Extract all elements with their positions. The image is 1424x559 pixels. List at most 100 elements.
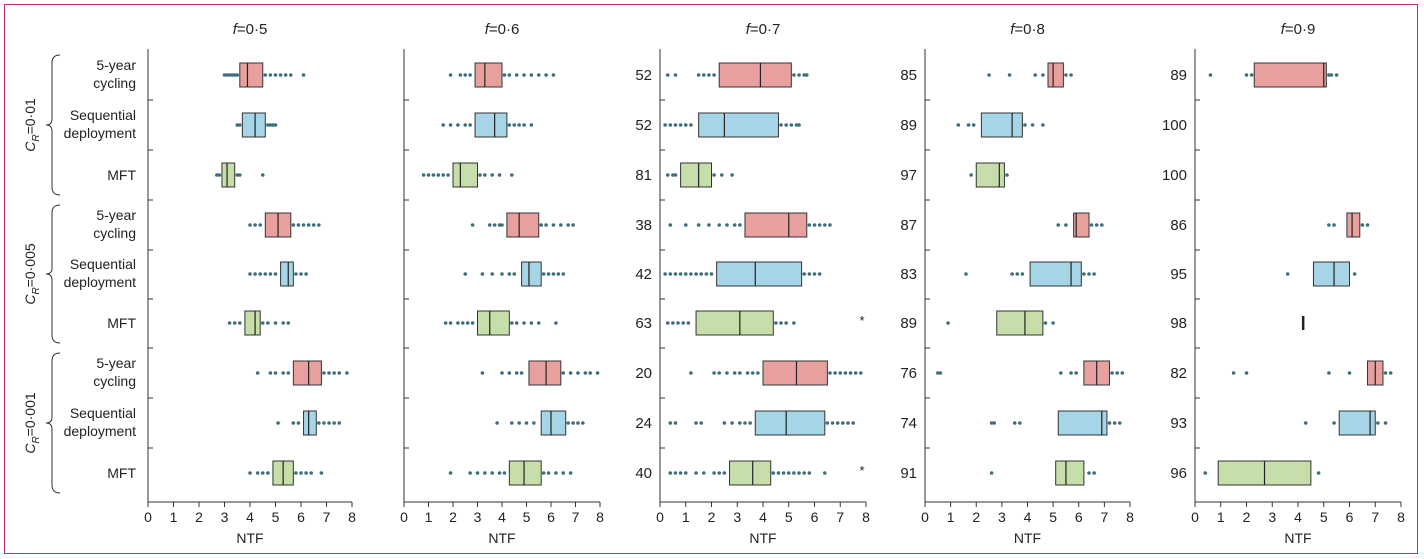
outlier-point: [712, 371, 716, 375]
row-count-label: 89: [900, 315, 917, 332]
outlier-point: [253, 223, 257, 227]
outlier-point: [522, 321, 526, 325]
outlier-point: [779, 123, 783, 127]
box: [1047, 62, 1064, 88]
outlier-point: [738, 371, 742, 375]
outlier-point: [668, 123, 673, 127]
row-count-label: 38: [635, 217, 652, 234]
outlier-point: [532, 421, 536, 425]
x-tick-label: 2: [708, 509, 716, 525]
outlier-point: [673, 173, 678, 177]
box: [452, 162, 478, 188]
outlier-point: [1249, 73, 1254, 77]
row-count-label: 89: [1170, 67, 1187, 84]
outlier-point: [222, 73, 227, 77]
outlier-point: [463, 73, 468, 77]
x-tick-label: 4: [246, 509, 254, 525]
outlier-point: [851, 421, 855, 425]
outlier-point: [725, 223, 729, 227]
outlier-point: [235, 123, 240, 127]
outlier-point: [1112, 421, 1117, 425]
outlier-point: [665, 321, 670, 325]
box: [1057, 410, 1108, 436]
outlier-point: [568, 371, 573, 375]
x-tick-label: 1: [682, 509, 690, 525]
outlier-point: [291, 421, 296, 425]
row-count-label: 52: [635, 117, 652, 134]
outlier-point: [748, 421, 752, 425]
outlier-point: [536, 321, 541, 325]
outlier-point: [1092, 272, 1096, 276]
outlier-point: [1327, 223, 1331, 227]
outlier-point: [227, 321, 232, 325]
outlier-point: [712, 471, 716, 475]
row-count-label: 81: [635, 167, 652, 184]
outlier-point: [989, 421, 994, 425]
outlier-point: [689, 272, 693, 276]
outlier-point: [696, 73, 701, 77]
outlier-point: [732, 223, 737, 227]
outlier-point: [730, 173, 734, 177]
box: [540, 410, 567, 436]
outlier-point: [448, 123, 453, 127]
outlier-point: [551, 223, 556, 227]
x-tick-label: 1: [947, 509, 955, 525]
x-tick-label: 7: [836, 509, 844, 525]
outlier-point: [595, 371, 600, 375]
outlier-point: [1383, 421, 1388, 425]
outlier-point: [551, 73, 556, 77]
figure-frame: [4, 4, 1418, 554]
outlier-point: [286, 371, 291, 375]
outlier-point: [699, 421, 703, 425]
outlier-point: [299, 471, 303, 475]
outlier-point: [517, 421, 521, 425]
outlier-point: [817, 223, 822, 227]
outlier-point: [483, 173, 487, 177]
outlier-point: [468, 123, 472, 127]
x-tick-label: 0: [144, 509, 152, 525]
outlier-point: [1303, 421, 1308, 425]
outlier-point: [797, 123, 801, 127]
outlier-point: [286, 321, 291, 325]
outlier-point: [522, 123, 526, 127]
outlier-point: [1043, 321, 1048, 325]
outlier-point: [448, 321, 453, 325]
outlier-point: [712, 173, 716, 177]
outlier-point: [468, 73, 472, 77]
x-tick-label: 8: [1397, 509, 1405, 525]
outlier-point: [835, 421, 840, 425]
outlier-point: [512, 272, 517, 276]
x-tick-label: 3: [474, 509, 482, 525]
outlier-point: [514, 73, 519, 77]
outlier-point: [1033, 73, 1037, 77]
outlier-point: [745, 371, 750, 375]
outlier-point: [807, 471, 812, 475]
outlier-point: [304, 272, 308, 276]
outlier-point: [507, 272, 512, 276]
outlier-point: [309, 471, 314, 475]
outlier-point: [248, 471, 252, 475]
outlier-point: [544, 73, 548, 77]
box: [716, 261, 803, 287]
row-count-label: 63: [635, 315, 652, 332]
box: [1253, 62, 1327, 88]
x-axis-label: NTF: [1284, 530, 1311, 546]
outlier-point: [683, 272, 688, 276]
x-tick-label: 5: [272, 509, 280, 525]
outlier-point: [529, 321, 534, 325]
outlier-point: [812, 272, 817, 276]
outlier-point: [238, 173, 242, 177]
outlier-point: [456, 321, 460, 325]
outlier-point: [260, 173, 265, 177]
outlier-point: [722, 421, 727, 425]
panel-title: f=0·7: [746, 21, 781, 38]
outlier-point: [1018, 421, 1022, 425]
outlier-point: [559, 223, 563, 227]
outlier-point: [332, 371, 336, 375]
outlier-point: [541, 471, 546, 475]
outlier-point: [268, 272, 273, 276]
outlier-point: [529, 123, 534, 127]
outlier-point: [478, 173, 482, 177]
outlier-point: [1376, 421, 1380, 425]
outlier-point: [230, 73, 234, 77]
